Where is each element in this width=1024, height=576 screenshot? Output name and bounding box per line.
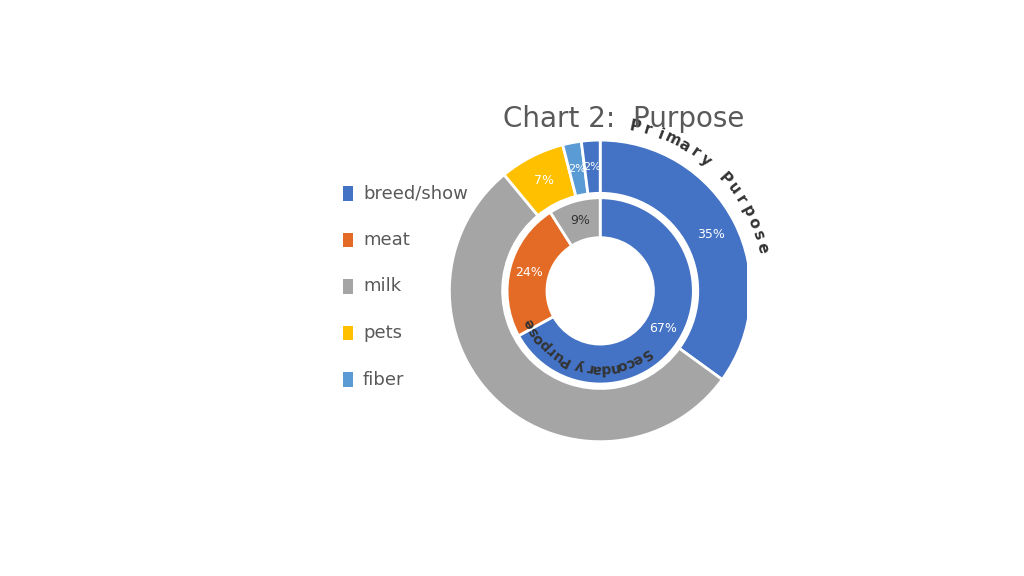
- Text: d: d: [600, 361, 610, 376]
- Text: o: o: [530, 330, 547, 346]
- Text: P: P: [628, 119, 642, 135]
- Text: u: u: [549, 347, 565, 364]
- Text: y: y: [697, 151, 715, 169]
- FancyBboxPatch shape: [343, 372, 352, 387]
- Text: milk: milk: [362, 278, 401, 295]
- Text: S: S: [637, 346, 653, 363]
- Text: u: u: [724, 180, 742, 198]
- Text: r: r: [688, 145, 702, 161]
- Text: 2%: 2%: [568, 164, 586, 174]
- Text: i: i: [655, 127, 666, 142]
- Text: c: c: [624, 355, 636, 370]
- Text: 7%: 7%: [534, 174, 554, 187]
- Text: p: p: [738, 203, 757, 219]
- Text: m: m: [662, 130, 683, 150]
- Text: r: r: [732, 192, 750, 207]
- Text: p: p: [536, 336, 553, 353]
- Text: o: o: [615, 357, 629, 373]
- Text: pets: pets: [362, 324, 401, 342]
- Text: P: P: [557, 351, 572, 368]
- Text: r: r: [543, 343, 557, 358]
- Text: a: a: [676, 137, 692, 155]
- Text: fiber: fiber: [362, 370, 404, 389]
- Text: o: o: [744, 215, 762, 230]
- Text: 35%: 35%: [697, 228, 725, 241]
- Text: 9%: 9%: [569, 214, 590, 227]
- Wedge shape: [600, 140, 751, 380]
- Text: meat: meat: [362, 231, 410, 249]
- Text: e: e: [521, 316, 539, 331]
- Text: 67%: 67%: [649, 321, 677, 335]
- Text: 24%: 24%: [515, 266, 543, 279]
- Wedge shape: [582, 140, 600, 194]
- Text: y: y: [573, 358, 587, 374]
- Text: e: e: [630, 351, 645, 367]
- FancyBboxPatch shape: [343, 186, 352, 200]
- Text: 2%: 2%: [584, 162, 601, 172]
- Text: a: a: [592, 361, 602, 376]
- Wedge shape: [504, 145, 575, 215]
- Wedge shape: [507, 212, 571, 336]
- Text: n: n: [607, 359, 620, 375]
- Text: r: r: [642, 122, 653, 138]
- Text: Chart 2:  Purpose: Chart 2: Purpose: [503, 105, 744, 132]
- FancyBboxPatch shape: [343, 279, 352, 294]
- Wedge shape: [550, 198, 600, 246]
- Text: breed/show: breed/show: [362, 184, 468, 202]
- FancyBboxPatch shape: [343, 325, 352, 340]
- Text: P: P: [716, 169, 734, 188]
- Text: r: r: [584, 360, 593, 375]
- FancyBboxPatch shape: [343, 233, 352, 247]
- Text: s: s: [750, 228, 767, 242]
- Text: s: s: [525, 324, 542, 338]
- Text: e: e: [754, 241, 771, 255]
- Wedge shape: [518, 198, 693, 384]
- Wedge shape: [563, 141, 588, 196]
- Wedge shape: [450, 175, 722, 442]
